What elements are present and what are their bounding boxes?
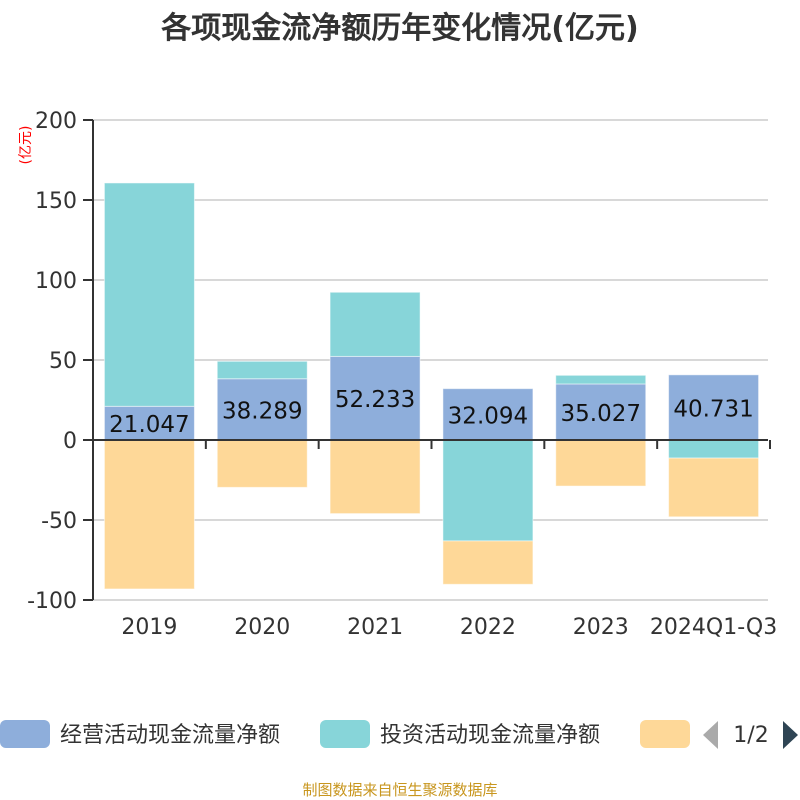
- bar-series1-2020[interactable]: [216, 360, 308, 380]
- legend-swatch[interactable]: [320, 720, 370, 748]
- bar-series1-2022[interactable]: [442, 439, 534, 542]
- data-label: 38.289: [222, 398, 302, 424]
- bar-series0-2023[interactable]: [555, 383, 647, 441]
- legend-prev-icon[interactable]: [703, 721, 718, 749]
- legend-page: 1/2: [733, 723, 768, 748]
- bar-series2-2021[interactable]: [329, 439, 421, 515]
- y-tick-label: 200: [35, 109, 77, 134]
- legend-label[interactable]: 投资活动现金流量净额: [380, 723, 600, 748]
- bar-series1-2023[interactable]: [555, 374, 647, 385]
- bar-series2-2023[interactable]: [555, 439, 647, 487]
- bar-series1-2021[interactable]: [329, 291, 421, 357]
- bar-series2-2022[interactable]: [442, 540, 534, 585]
- bar-series2-2019[interactable]: [103, 439, 195, 590]
- data-label: 40.731: [673, 396, 753, 422]
- source-note: 制图数据来自恒生聚源数据库: [302, 781, 497, 799]
- bar-series2-2024Q1-Q3[interactable]: [668, 457, 760, 518]
- bar-series2-2020[interactable]: [216, 439, 308, 488]
- x-tick-label: 2023: [573, 615, 629, 640]
- bar-series0-2024Q1-Q3[interactable]: [668, 374, 760, 441]
- legend-swatch[interactable]: [640, 720, 690, 748]
- data-label: 35.027: [561, 401, 641, 427]
- bar-series1-2024Q1-Q3[interactable]: [668, 439, 760, 459]
- x-tick-label: 2019: [121, 615, 177, 640]
- y-tick-label: -100: [27, 589, 77, 614]
- bar-series0-2021[interactable]: [329, 355, 421, 441]
- y-tick-label: -50: [41, 509, 77, 534]
- chart-title: 各项现金流净额历年变化情况(亿元): [160, 11, 638, 46]
- x-tick-label: 2021: [347, 615, 403, 640]
- data-label: 52.233: [335, 387, 415, 413]
- legend-swatch[interactable]: [0, 720, 50, 748]
- data-label: 32.094: [448, 403, 528, 429]
- legend-next-icon[interactable]: [783, 721, 798, 749]
- y-tick-label: 150: [35, 189, 77, 214]
- y-tick-label: 0: [63, 429, 77, 454]
- x-tick-label: 2024Q1-Q3: [650, 615, 777, 640]
- bar-series1-2019[interactable]: [103, 182, 195, 407]
- y-tick-label: 50: [49, 349, 77, 374]
- bar-series0-2020[interactable]: [216, 378, 308, 441]
- data-label: 21.047: [109, 412, 189, 438]
- legend-label[interactable]: 经营活动现金流量净额: [60, 723, 280, 748]
- x-tick-label: 2022: [460, 615, 516, 640]
- bar-series0-2022[interactable]: [442, 388, 534, 441]
- x-tick-label: 2020: [234, 615, 290, 640]
- y-tick-label: 100: [35, 269, 77, 294]
- y-axis-label: (亿元): [18, 126, 34, 165]
